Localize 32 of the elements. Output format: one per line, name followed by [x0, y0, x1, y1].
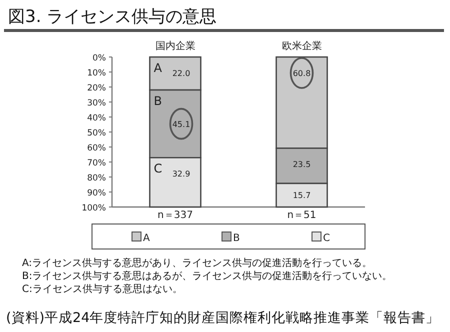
y-tick-label: 60%	[87, 144, 106, 154]
y-tick-label: 30%	[87, 98, 106, 108]
x-tick-label: 欧米企業	[282, 40, 322, 52]
legend-label: C	[323, 233, 330, 244]
data-label: 23.5	[292, 160, 311, 170]
y-tick-label: 80%	[87, 174, 106, 184]
data-label: 32.9	[172, 170, 190, 179]
data-label: 45.1	[172, 120, 190, 129]
legend-label: B	[233, 233, 240, 244]
text: n＝337	[158, 210, 193, 221]
x-tick-label: 国内企業	[155, 40, 196, 52]
legend-label: A	[143, 233, 150, 244]
text: C:ライセンス供与する意思はない。	[22, 283, 182, 295]
y-tick-label: 40%	[87, 114, 106, 124]
chart-title: 図3. ライセンス供与の意思	[8, 7, 217, 27]
y-tick-label: 100%	[82, 204, 106, 214]
y-tick-label: 90%	[87, 188, 106, 198]
text: B:ライセンス供与する意思はあるが、ライセンス供与の促進活動を行っていない。	[22, 270, 392, 282]
text: (資料)平成24年度特許庁知的財産国際権利化戦略推進事業「報告書」	[6, 310, 440, 326]
y-tick-label: 0%	[92, 54, 106, 64]
text: A:ライセンス供与する意思があり、ライセンス供与の促進活動を行っている。	[22, 257, 372, 269]
text: A	[154, 61, 162, 75]
y-tick-label: 70%	[87, 158, 106, 168]
y-tick-label: 10%	[87, 68, 106, 78]
data-label: 60.8	[292, 69, 311, 78]
data-label: 22.0	[172, 69, 190, 78]
text: C	[154, 162, 162, 176]
y-tick-label: 20%	[87, 84, 106, 94]
text: B	[154, 94, 162, 108]
data-label: 15.7	[292, 191, 311, 200]
y-tick-label: 50%	[87, 128, 106, 138]
text: n＝51	[287, 210, 316, 221]
